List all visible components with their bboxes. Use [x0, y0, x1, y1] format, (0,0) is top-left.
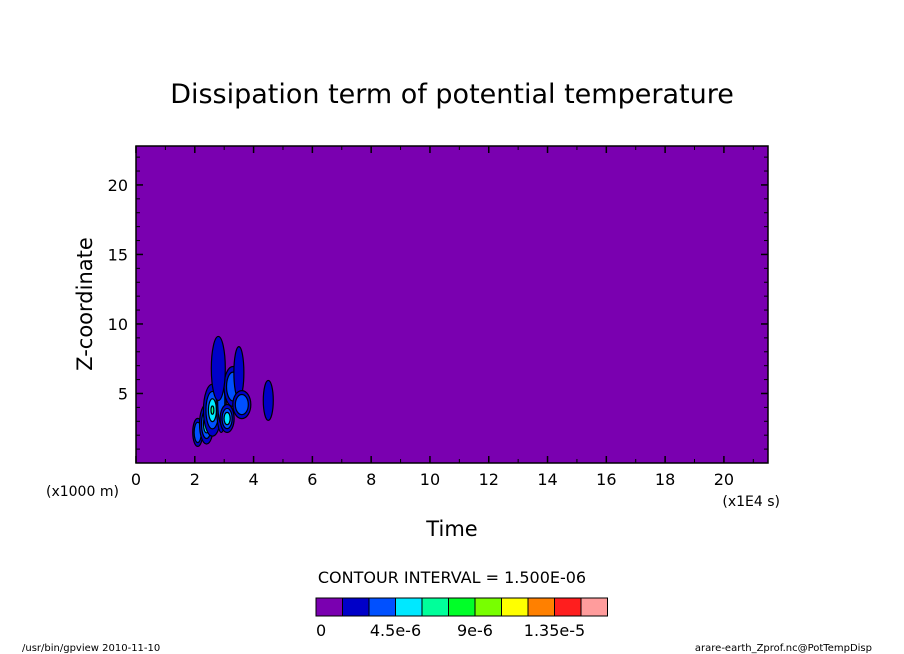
- y-axis-ticks: 5 10 15 20: [108, 156, 768, 450]
- contour-blob: [262, 379, 274, 422]
- colorbar-swatch: [527, 597, 555, 617]
- colorbar-label: 9e-6: [457, 621, 493, 640]
- colorbar: [315, 597, 608, 617]
- colorbar-label: 0: [316, 621, 326, 640]
- y-tick-label: 5: [118, 384, 128, 403]
- x-tick-label: 10: [420, 470, 440, 489]
- x-axis-ticks: 0 2 4 6 8 10 12 14 16 18 20: [131, 146, 754, 489]
- contour-blob: [234, 393, 249, 416]
- colorbar-swatch: [580, 597, 608, 617]
- colorbar-swatch: [368, 597, 396, 617]
- footer-right: arare-earth_Zprof.nc@PotTempDisp: [695, 643, 872, 654]
- contour-features: [192, 335, 274, 448]
- colorbar-swatch: [315, 597, 343, 617]
- x-tick-label: 14: [537, 470, 557, 489]
- colorbar-swatch: [342, 597, 370, 617]
- colorbar-swatch: [421, 597, 449, 617]
- colorbar-label: 1.35e-5: [524, 621, 585, 640]
- colorbar-swatch: [448, 597, 476, 617]
- footer-left: /usr/bin/gpview 2010-11-10: [22, 643, 160, 654]
- x-tick-label: 12: [479, 470, 499, 489]
- colorbar-swatch: [501, 597, 529, 617]
- x-unit-label: (x1E4 s): [722, 494, 780, 510]
- y-tick-label: 10: [108, 315, 128, 334]
- y-tick-label: 15: [108, 245, 128, 264]
- x-axis-label: Time: [425, 517, 477, 541]
- colorbar-swatch: [474, 597, 502, 617]
- x-tick-label: 0: [131, 470, 141, 489]
- colorbar-label: 4.5e-6: [370, 621, 421, 640]
- contour-blob: [210, 335, 226, 402]
- contour-interval-label: CONTOUR INTERVAL = 1.500E-06: [318, 568, 586, 587]
- x-tick-label: 6: [307, 470, 317, 489]
- y-tick-label: 20: [108, 176, 128, 195]
- x-tick-label: 2: [190, 470, 200, 489]
- y-unit-label: (x1000 m): [46, 484, 119, 500]
- plot-frame: [135, 145, 769, 464]
- contour-blob: [210, 405, 215, 415]
- chart-title: Dissipation term of potential temperatur…: [170, 79, 734, 110]
- x-tick-label: 8: [366, 470, 376, 489]
- colorbar-swatch: [554, 597, 582, 617]
- colorbar-swatch: [395, 597, 423, 617]
- colorbar-labels: 0 4.5e-6 9e-6 1.35e-5: [316, 621, 585, 640]
- contour-blob: [223, 411, 231, 426]
- y-axis-label: Z-coordinate: [73, 237, 97, 371]
- x-tick-label: 16: [596, 470, 616, 489]
- x-tick-label: 20: [714, 470, 734, 489]
- x-tick-label: 4: [248, 470, 258, 489]
- x-tick-label: 18: [655, 470, 675, 489]
